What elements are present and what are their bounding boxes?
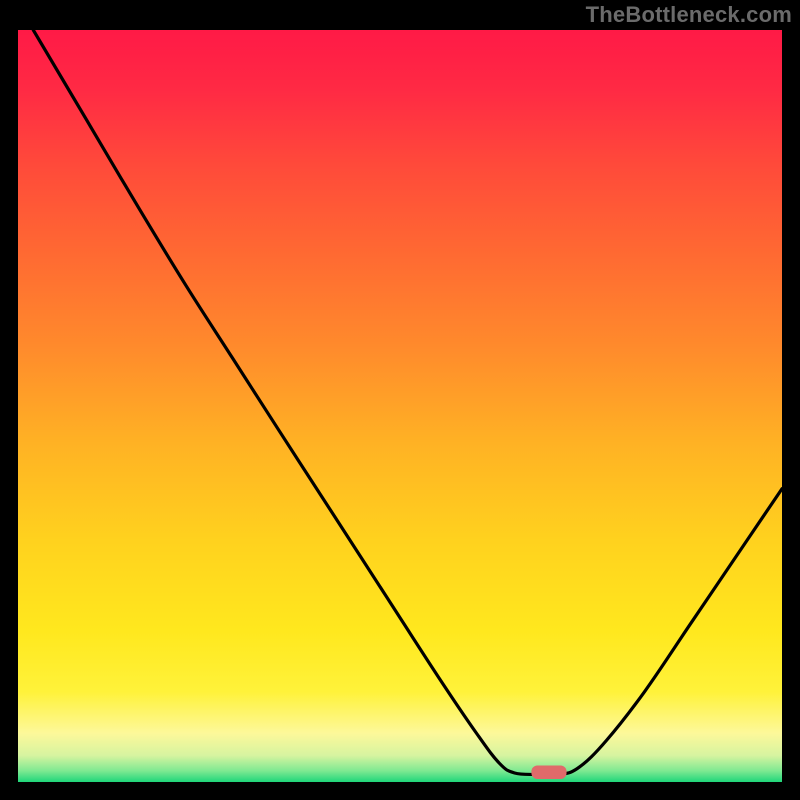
bottleneck-chart <box>18 30 782 782</box>
gradient-background <box>18 30 782 782</box>
optimum-marker <box>531 765 566 779</box>
watermark-text: TheBottleneck.com <box>586 2 792 28</box>
chart-frame: TheBottleneck.com <box>0 0 800 800</box>
